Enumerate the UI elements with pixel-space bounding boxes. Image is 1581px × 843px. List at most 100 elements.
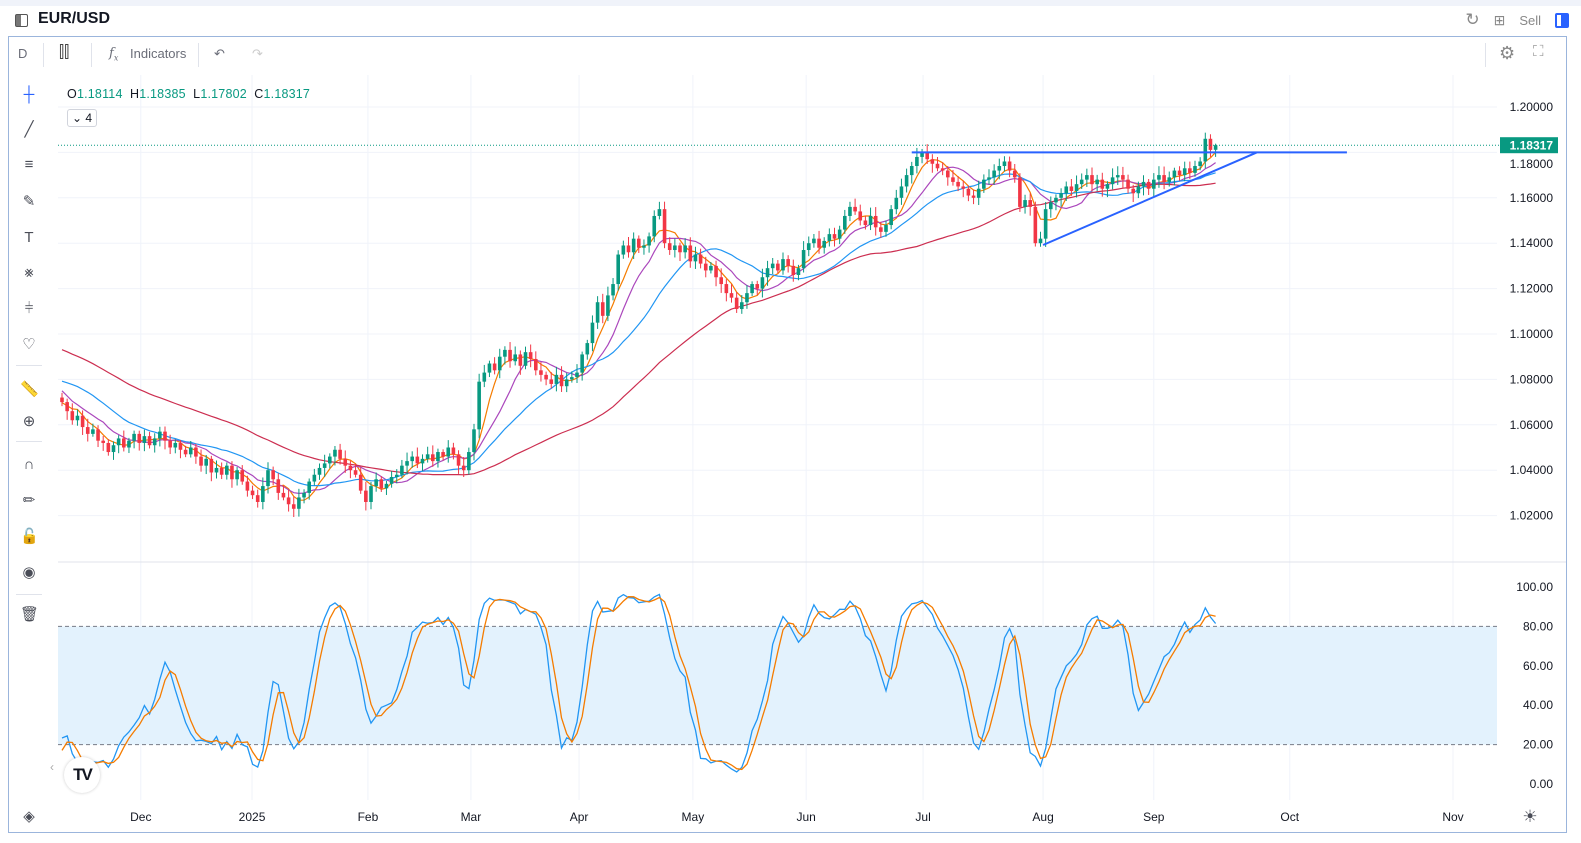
candle-body [595,302,600,323]
candle-body [358,474,363,491]
crosshair-icon[interactable]: ┼ [23,86,35,103]
unlock-icon[interactable]: 🔓 [20,528,39,545]
candle [693,246,698,269]
candle-body [302,492,306,498]
candle [405,452,409,475]
price-tick-label: 1.18000 [1510,157,1554,171]
candle [482,364,487,388]
candle [642,239,646,255]
candle [209,455,214,482]
undo-icon[interactable]: ↶ [214,46,225,61]
open-value: 1.18114 [76,87,123,101]
candle-body [271,470,275,480]
candle-body [806,243,811,251]
candle [477,373,481,439]
panel-icon[interactable] [1555,12,1569,28]
candle-body [626,245,631,253]
refresh-icon[interactable]: ↻ [1465,10,1480,29]
candle [1043,201,1048,247]
interval-button[interactable]: D [18,46,28,61]
settings-icon[interactable]: ⚙ [1499,43,1516,63]
trash-icon[interactable]: 🗑 [20,606,40,623]
candle [734,291,739,313]
candle [832,227,837,247]
candle [1074,175,1079,198]
heart-icon[interactable]: ♡ [22,336,36,353]
candle-body [1079,179,1084,185]
sidebar-toggle-icon[interactable] [15,14,28,27]
candle-body [250,490,255,496]
sell-button[interactable]: Sell [1519,12,1541,28]
fullscreen-icon[interactable]: ⛶ [1533,43,1544,60]
lock-drawing-icon[interactable]: ✏ [22,492,36,509]
candle [611,278,615,301]
candle-body [1054,197,1058,203]
candle [812,233,816,248]
text-icon[interactable]: T [24,229,34,246]
indicators-button[interactable]: Indicators [130,46,187,61]
candle-body [482,372,487,382]
candle [394,469,399,484]
stoch-band [58,626,1497,745]
candle [225,462,229,480]
candle [1157,166,1161,188]
low-label: L [193,87,201,101]
candle [142,429,147,452]
candle [1110,168,1115,190]
layers-icon[interactable]: ◈ [23,808,35,825]
redo-icon[interactable]: ↷ [252,46,263,61]
chart-settings-sun-icon[interactable]: ☀ [1522,807,1538,826]
candle [843,209,847,234]
candle-body [740,302,744,310]
candle [1002,156,1007,172]
candles-icon[interactable]: ⫿⫿ [59,44,70,61]
candle [333,445,337,466]
candle [65,398,69,420]
header: EUR/USD ↻ ⊞ Sell [0,6,1581,36]
ruler-icon[interactable]: 📏 [20,381,39,398]
prediction-icon[interactable]: ⫩ [24,300,34,317]
trend-line-icon[interactable]: ╱ [24,121,34,138]
eye-icon[interactable]: ◉ [22,564,36,581]
zoom-in-icon[interactable]: ⊕ [22,413,36,430]
candle [940,162,945,176]
candle-body [1213,145,1218,150]
price-tick-label: 1.10000 [1510,327,1554,341]
scroll-left-icon[interactable]: ‹ [50,760,54,774]
candle [600,293,605,324]
candle-body [709,265,713,271]
stoch-tick-label: 0.00 [1530,777,1554,791]
candle [425,446,430,463]
brush-icon[interactable]: ✎ [22,193,36,210]
candle [549,372,554,389]
candle [353,463,358,478]
candle-body [915,156,919,167]
indicators-toggle[interactable]: ⌄ 4 [67,109,97,127]
grid-layout-icon[interactable]: ⊞ [1493,11,1506,28]
candle-body [389,477,394,484]
candle [925,144,929,164]
candle [724,279,729,302]
candle [168,434,172,455]
open-label: O [67,87,77,101]
candle-body [570,377,574,380]
tradingview-logo[interactable]: TV [64,757,100,793]
fib-icon[interactable]: ≡ [24,156,34,173]
candle-body [909,166,914,176]
candle-body [446,447,451,457]
candle [616,250,620,291]
candle [106,439,111,456]
candle-body [879,227,883,232]
magnet-icon[interactable]: ∩ [23,456,35,473]
candle-body [575,372,579,378]
candle [683,238,687,259]
candle [1095,174,1099,192]
candle-body [590,322,595,344]
pattern-icon[interactable]: ⨳ [24,264,34,281]
candle-body [1038,238,1043,244]
candle [1172,167,1177,186]
candle-body [1105,184,1110,189]
candle [364,481,368,511]
candle-body [832,234,837,239]
